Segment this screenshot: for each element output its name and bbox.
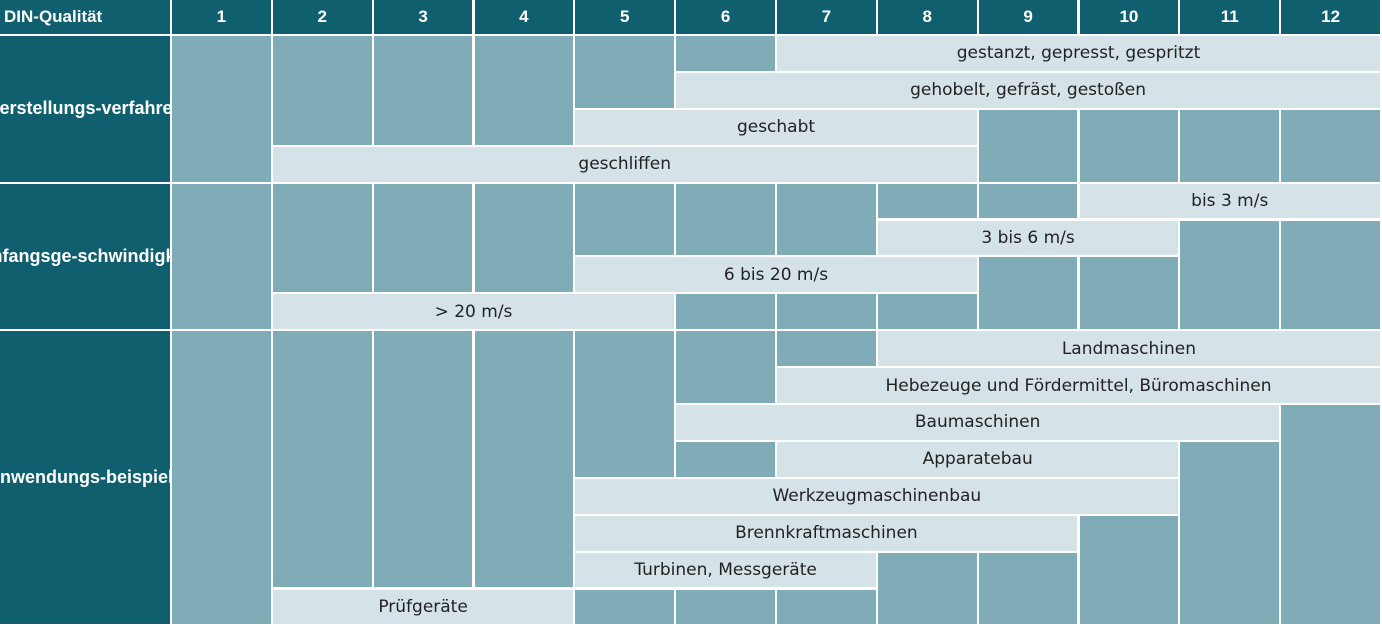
range-bar: Brennkraftmaschinen xyxy=(575,515,1078,551)
background-cell xyxy=(373,36,473,145)
background-cell xyxy=(877,294,977,330)
background-cell xyxy=(676,36,775,71)
background-cell xyxy=(978,183,1078,219)
column-header-2: 2 xyxy=(272,0,372,34)
range-bar: Landmaschinen xyxy=(877,331,1380,367)
background-cell xyxy=(373,183,473,293)
background-cell xyxy=(676,331,775,403)
corner-label: DIN-Qualität xyxy=(0,0,170,34)
column-header-11: 11 xyxy=(1180,0,1280,34)
background-cell xyxy=(1079,515,1179,625)
background-cell xyxy=(676,294,775,330)
group-label-2: Umfangsge-schwindigkeit xyxy=(0,183,197,330)
range-bar: 6 bis 20 m/s xyxy=(575,257,977,293)
column-header-6: 6 xyxy=(676,0,775,34)
background-cell xyxy=(575,36,675,108)
background-cell xyxy=(474,36,574,145)
background-cell xyxy=(777,589,876,625)
background-cell xyxy=(474,183,574,293)
column-header-9: 9 xyxy=(978,0,1078,34)
range-bar: Baumaschinen xyxy=(676,405,1280,440)
background-cell xyxy=(575,331,675,477)
background-cell xyxy=(172,36,271,182)
range-bar: > 20 m/s xyxy=(272,294,675,330)
background-cell xyxy=(172,183,271,330)
background-cell xyxy=(373,331,473,588)
background-cell xyxy=(676,589,775,625)
column-header-4: 4 xyxy=(474,0,574,34)
background-cell xyxy=(1281,405,1380,625)
range-bar: Hebezeuge und Fördermittel, Büromaschine… xyxy=(777,368,1380,403)
background-cell xyxy=(272,183,372,293)
column-header-1: 1 xyxy=(172,0,271,34)
background-cell xyxy=(272,331,372,588)
background-cell xyxy=(272,36,372,145)
range-bar: geschliffen xyxy=(272,146,977,182)
background-cell xyxy=(978,109,1078,182)
range-bar: gestanzt, gepresst, gespritzt xyxy=(777,36,1380,71)
background-cell xyxy=(575,589,675,625)
background-cell xyxy=(1180,220,1280,330)
group-label-line: Anwendungs- xyxy=(0,467,106,488)
background-cell xyxy=(474,331,574,588)
group-label-line: beispiele xyxy=(105,467,184,488)
background-cell xyxy=(877,552,977,625)
column-header-7: 7 xyxy=(777,0,876,34)
column-header-3: 3 xyxy=(373,0,473,34)
background-cell xyxy=(575,183,675,256)
column-header-12: 12 xyxy=(1281,0,1380,34)
group-label-line: Herstellungs- xyxy=(0,98,102,119)
background-cell xyxy=(172,331,271,625)
background-cell xyxy=(1180,441,1280,625)
group-label-line: Umfangsge- xyxy=(0,245,78,266)
background-cell xyxy=(1281,220,1380,330)
range-bar: geschabt xyxy=(575,109,977,145)
background-cell xyxy=(1180,109,1280,182)
background-cell xyxy=(777,183,876,256)
group-label-3: Anwendungs-beispiele xyxy=(0,331,183,625)
background-cell xyxy=(978,257,1078,330)
column-header-5: 5 xyxy=(575,0,675,34)
background-cell xyxy=(676,441,775,477)
group-label-line: verfahren xyxy=(101,98,184,119)
group-label-1: Herstellungs-verfahren xyxy=(0,36,184,182)
background-cell xyxy=(978,552,1078,625)
range-bar: Turbinen, Messgeräte xyxy=(575,552,876,588)
range-bar: Werkzeugmaschinenbau xyxy=(575,478,1179,514)
column-header-10: 10 xyxy=(1079,0,1179,34)
background-cell xyxy=(676,183,775,256)
background-cell xyxy=(1079,257,1179,330)
group-label-line: schwindigkeit xyxy=(77,245,197,266)
range-bar: 3 bis 6 m/s xyxy=(877,220,1179,256)
range-bar: bis 3 m/s xyxy=(1079,183,1380,219)
background-cell xyxy=(777,331,876,367)
background-cell xyxy=(1079,109,1179,182)
range-bar: gehobelt, gefräst, gestoßen xyxy=(676,72,1380,108)
background-cell xyxy=(1281,109,1380,182)
range-bar: Apparatebau xyxy=(777,441,1179,477)
range-bar: Prüfgeräte xyxy=(272,589,574,625)
background-cell xyxy=(777,294,876,330)
column-header-8: 8 xyxy=(877,0,977,34)
background-cell xyxy=(877,183,977,219)
